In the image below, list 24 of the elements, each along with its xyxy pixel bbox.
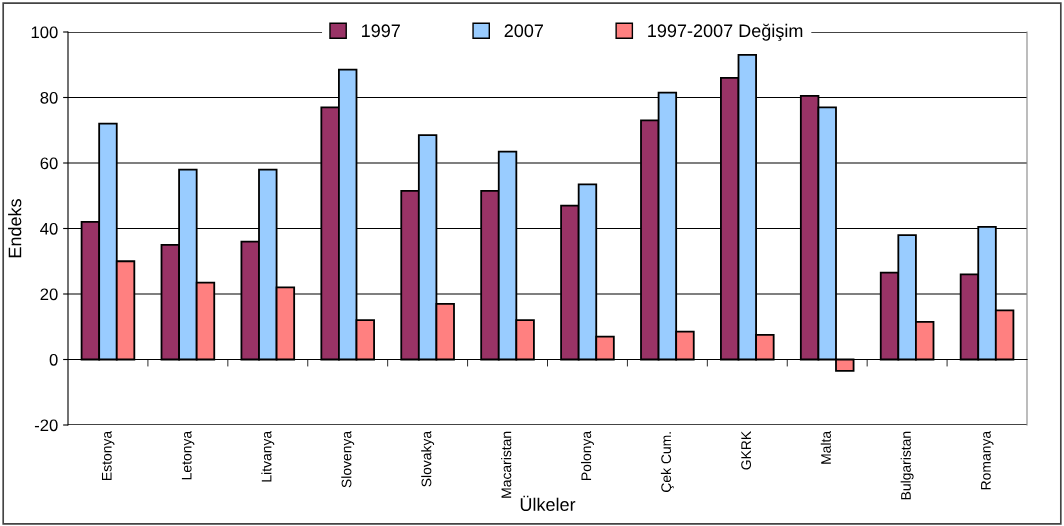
y-tick-label: 20	[40, 288, 58, 301]
legend-label: 1997-2007 Değişim	[648, 23, 803, 41]
x-tick-label: Polonya	[580, 430, 594, 480]
x-axis-title: Ülkeler	[520, 495, 576, 511]
y-axis-title: Endeks	[8, 199, 22, 258]
y-tick-label: 40	[40, 222, 58, 235]
x-tick-label: Slovakya	[421, 430, 435, 487]
y-tick-label: 100	[31, 26, 58, 39]
x-tick-label: Malta	[820, 430, 831, 464]
y-tick-label: 0	[49, 353, 58, 366]
x-tick-label: Bulgaristan	[900, 431, 914, 500]
x-tick-label: GKRK	[741, 431, 752, 470]
y-tick-label: -20	[34, 419, 58, 432]
y-tick-label: 60	[40, 157, 58, 170]
legend-label: 2007	[504, 24, 544, 38]
x-tick-label: Estonya	[101, 430, 115, 480]
x-tick-label: Slovenya	[341, 430, 355, 488]
x-tick-label: Letonya	[181, 430, 195, 480]
x-tick-label: Macaristan	[501, 431, 512, 498]
x-tick-label: Litvanya	[261, 430, 275, 482]
y-tick-label: 80	[40, 91, 58, 104]
x-tick-label: Çek Cum.	[660, 432, 674, 492]
legend-label: 1997	[362, 24, 400, 38]
x-tick-label: Romanya	[981, 430, 994, 490]
